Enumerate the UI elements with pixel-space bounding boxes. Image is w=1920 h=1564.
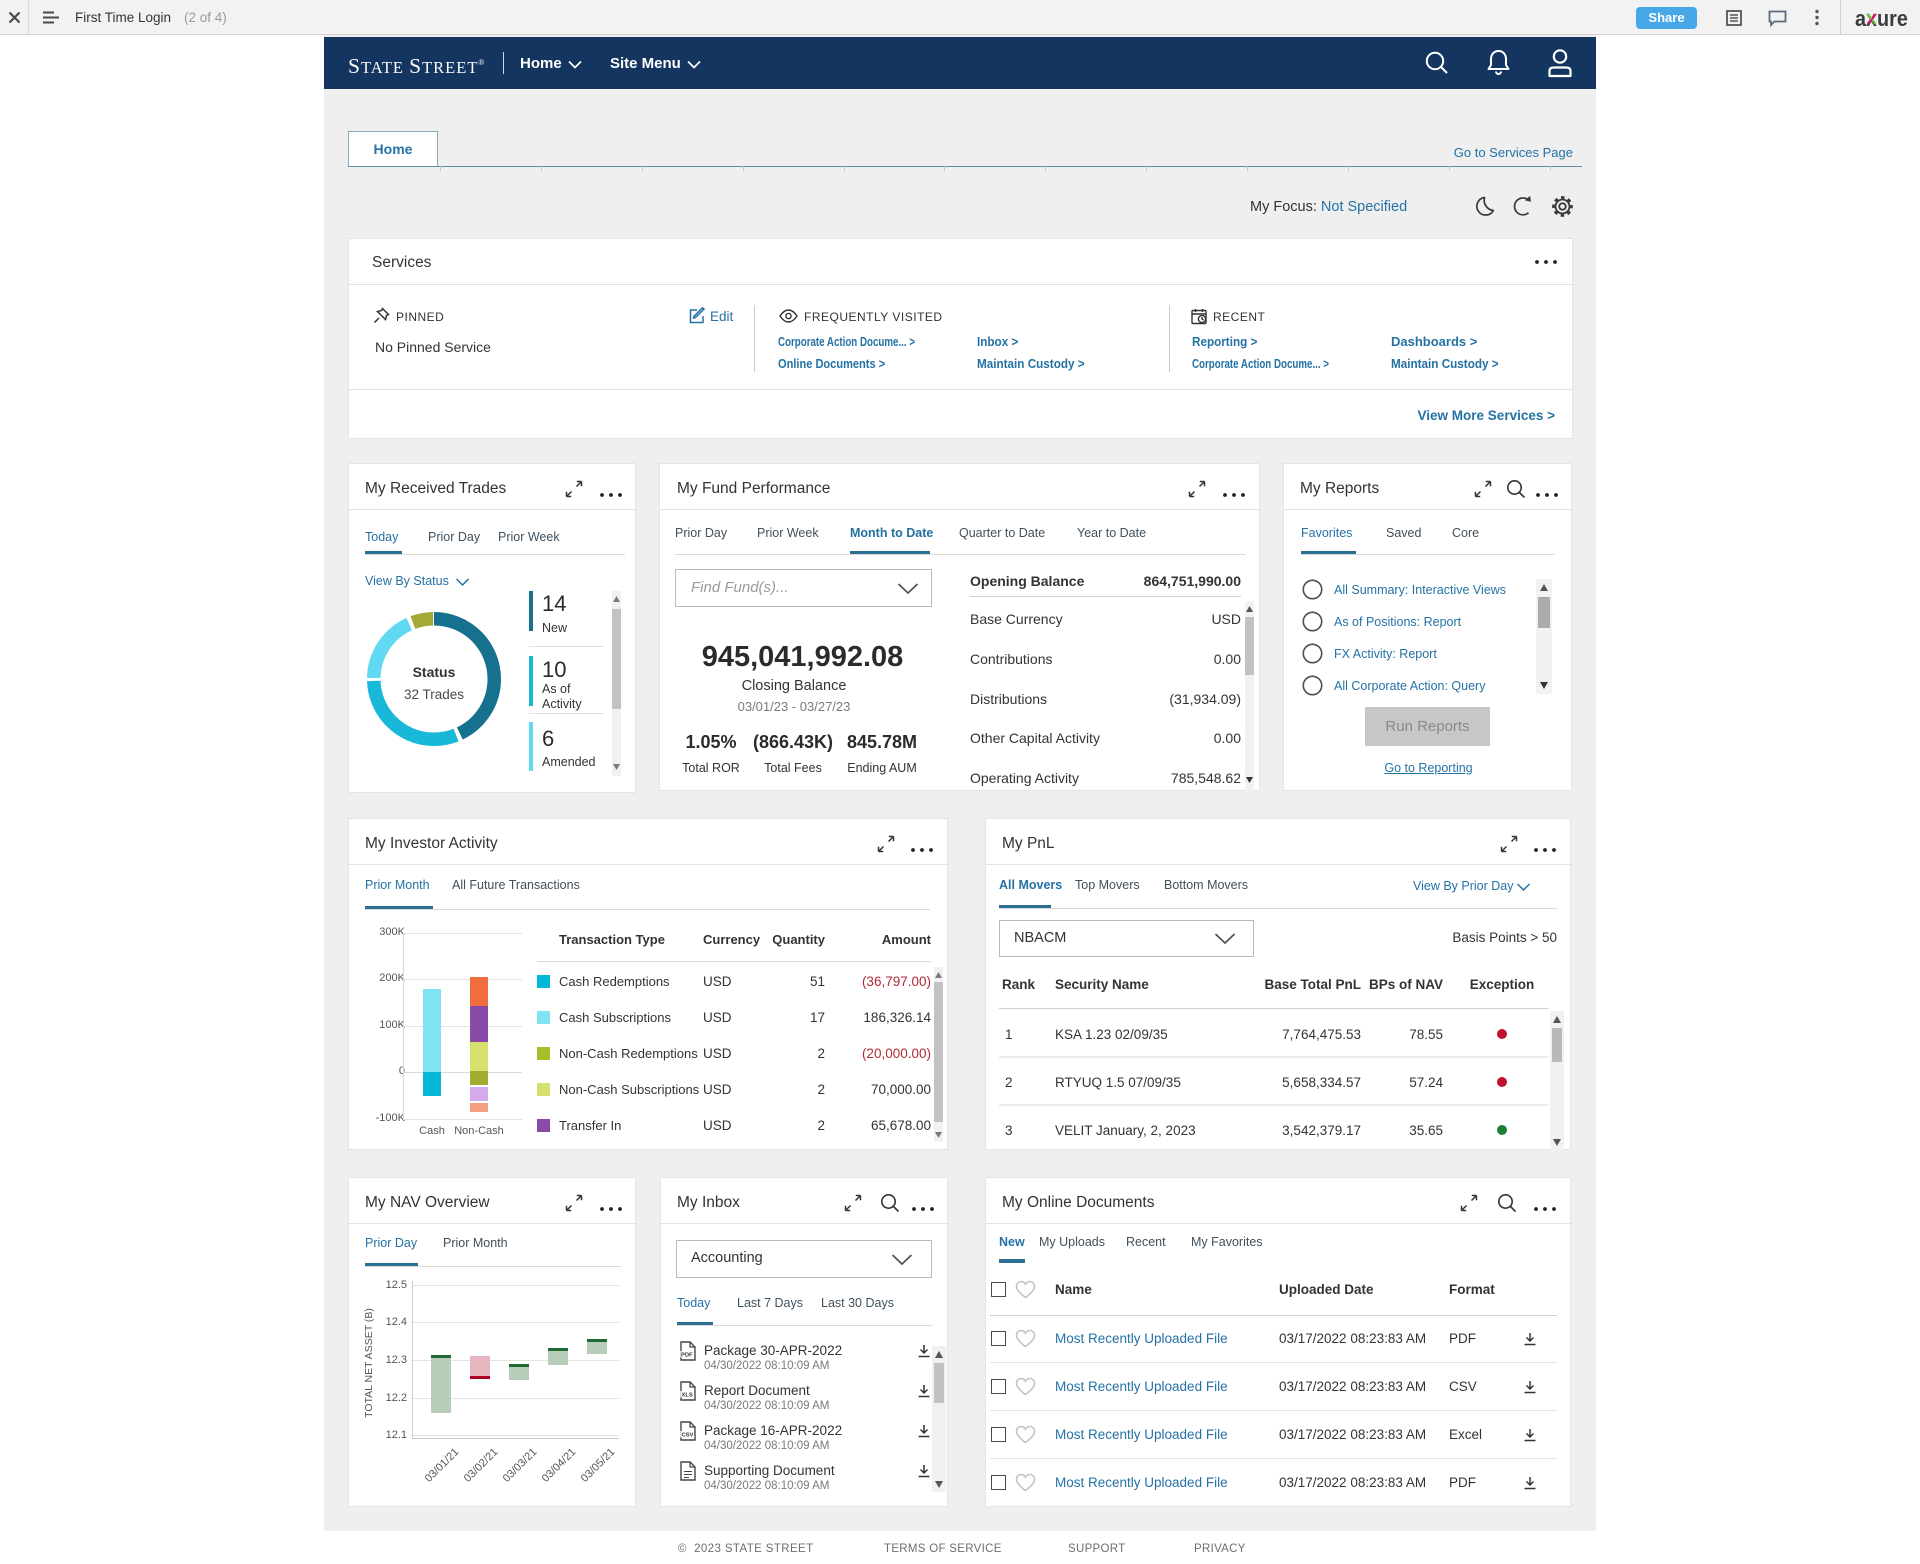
svg-text:XLS: XLS: [682, 1393, 693, 1399]
svg-text:PDF: PDF: [681, 1353, 693, 1359]
svg-text:CSV: CSV: [682, 1433, 694, 1439]
